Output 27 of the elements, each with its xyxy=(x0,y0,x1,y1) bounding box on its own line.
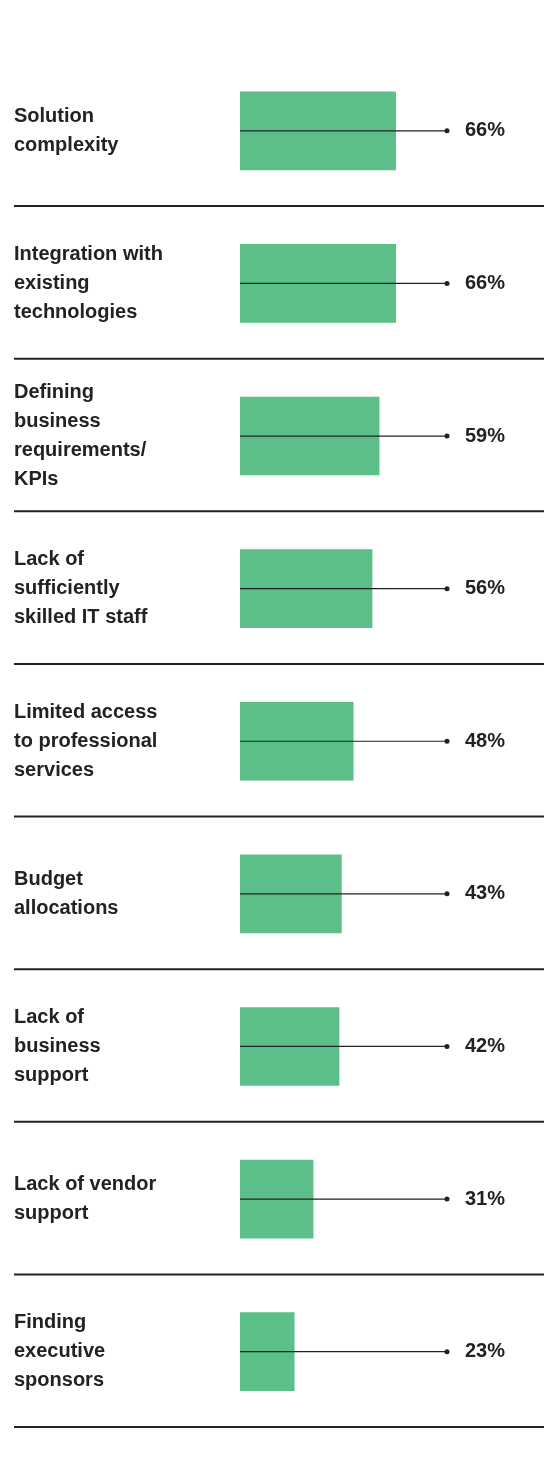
y-tick-label: Integration with existing technologies xyxy=(14,241,163,322)
y-tick-label: Lack of business support xyxy=(14,1004,101,1085)
bar xyxy=(240,244,396,323)
bar xyxy=(240,396,380,476)
data-label: 56% xyxy=(465,576,506,599)
y-tick-label: Lack of vendor support xyxy=(14,1172,157,1224)
bar xyxy=(240,1312,295,1392)
data-label: 66% xyxy=(465,270,506,293)
y-tick-label: Solution complexity xyxy=(14,103,120,155)
y-tick-label: Lack of sufficiently skilled IT staff xyxy=(14,547,148,628)
y-tick-label: Budget allocations xyxy=(14,866,119,918)
data-label: 59% xyxy=(465,423,506,446)
bar xyxy=(240,701,354,781)
data-label: 23% xyxy=(465,1339,506,1362)
data-label: 42% xyxy=(465,1033,506,1056)
data-label: 48% xyxy=(465,728,506,751)
data-label: 66% xyxy=(465,118,506,141)
bar xyxy=(240,1007,340,1086)
y-tick-label: Limited access to professional services xyxy=(14,699,158,780)
y-tick-label: Defining business requirements/ KPIs xyxy=(14,380,147,490)
data-label: 43% xyxy=(465,881,506,904)
data-label: 31% xyxy=(465,1186,506,1209)
bar xyxy=(240,1159,314,1239)
bar xyxy=(240,854,342,934)
bar xyxy=(240,549,373,628)
y-tick-label: Finding executive sponsors xyxy=(14,1310,106,1391)
bar xyxy=(240,91,396,171)
